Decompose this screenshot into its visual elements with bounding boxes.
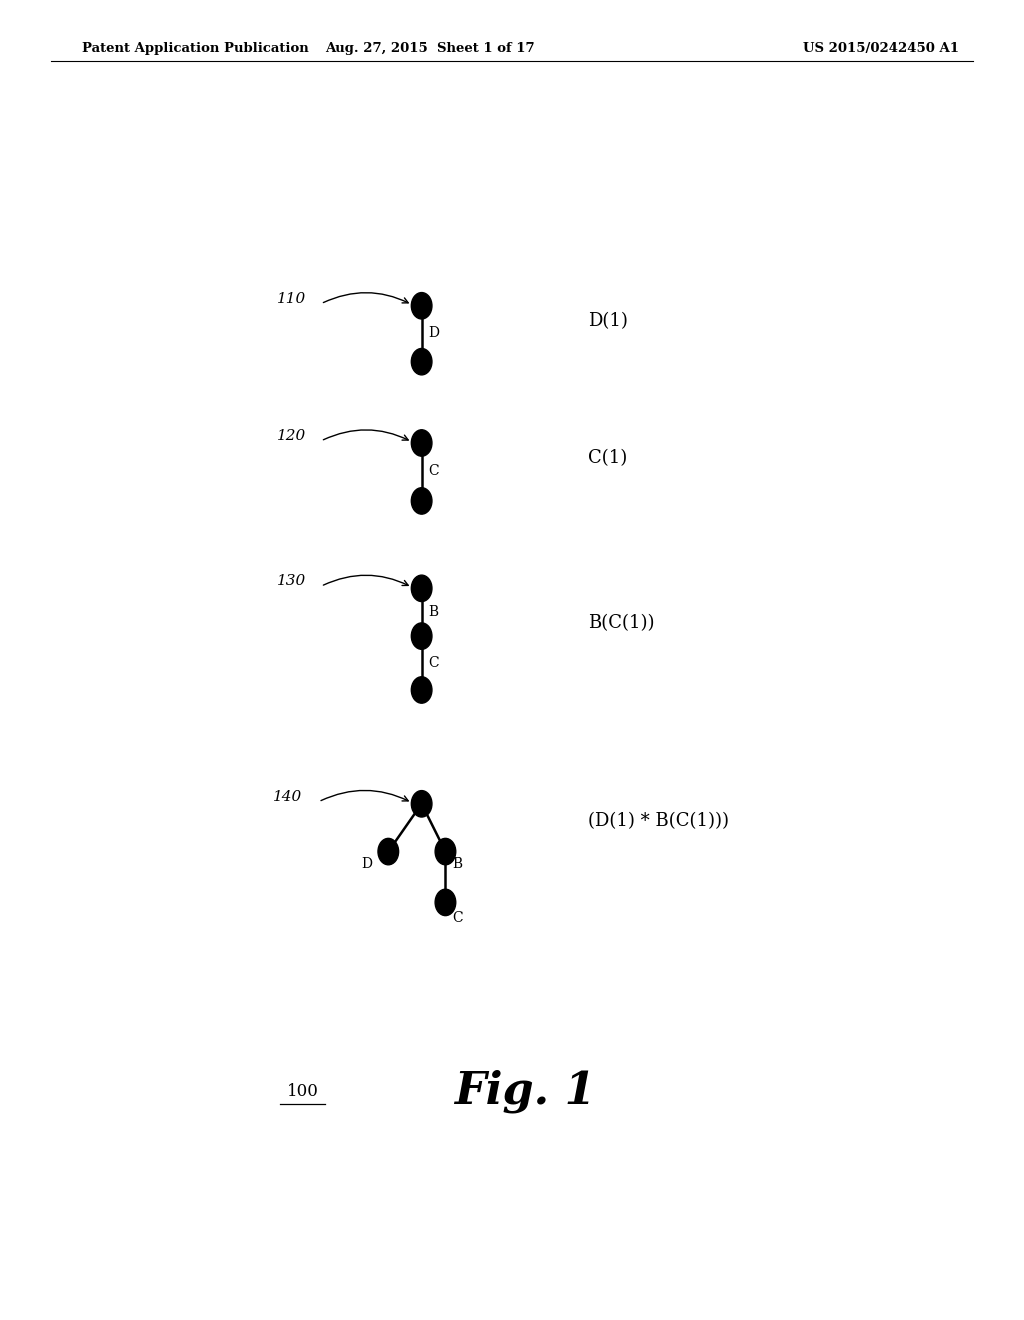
Text: 120: 120 xyxy=(278,429,306,444)
Circle shape xyxy=(378,838,398,865)
Text: Fig. 1: Fig. 1 xyxy=(454,1069,596,1113)
Text: B: B xyxy=(428,605,438,619)
Text: 140: 140 xyxy=(273,789,303,804)
Text: C(1): C(1) xyxy=(588,449,628,467)
Text: C: C xyxy=(452,911,463,924)
Circle shape xyxy=(412,677,432,704)
Text: B: B xyxy=(452,857,462,871)
Text: C: C xyxy=(428,465,438,478)
Circle shape xyxy=(412,791,432,817)
Circle shape xyxy=(412,348,432,375)
Circle shape xyxy=(435,890,456,916)
Text: Aug. 27, 2015  Sheet 1 of 17: Aug. 27, 2015 Sheet 1 of 17 xyxy=(326,42,535,55)
Circle shape xyxy=(435,838,456,865)
Circle shape xyxy=(412,293,432,319)
Text: D(1): D(1) xyxy=(588,312,628,330)
Circle shape xyxy=(412,430,432,457)
Text: D: D xyxy=(428,326,439,341)
Text: 100: 100 xyxy=(287,1082,318,1100)
Text: D: D xyxy=(361,857,373,871)
Text: 110: 110 xyxy=(278,292,306,306)
Text: Patent Application Publication: Patent Application Publication xyxy=(82,42,308,55)
Text: 130: 130 xyxy=(278,574,306,589)
Text: (D(1) * B(C(1))): (D(1) * B(C(1))) xyxy=(588,812,729,830)
Text: US 2015/0242450 A1: US 2015/0242450 A1 xyxy=(803,42,958,55)
Text: C: C xyxy=(428,656,438,669)
Circle shape xyxy=(412,487,432,513)
Circle shape xyxy=(412,623,432,649)
Text: B(C(1)): B(C(1)) xyxy=(588,614,654,632)
Circle shape xyxy=(412,576,432,602)
